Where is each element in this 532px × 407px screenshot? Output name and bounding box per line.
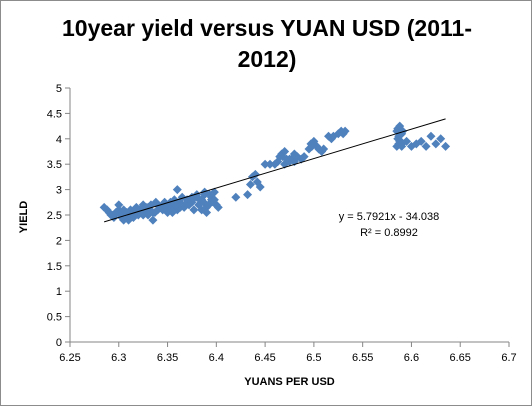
data-point	[431, 139, 441, 149]
data-point	[265, 159, 275, 169]
trendline-r-squared: R² = 0.8992	[360, 227, 418, 239]
x-tick-label: 6.5	[306, 352, 321, 364]
data-point	[143, 210, 153, 220]
y-tick-label: 0.5	[47, 312, 62, 324]
data-point	[280, 147, 290, 156]
data-point	[416, 136, 426, 146]
y-tick-label: 5	[56, 83, 62, 95]
y-tick-label: 2.5	[47, 210, 62, 222]
data-markers	[99, 121, 451, 225]
data-point	[195, 195, 205, 205]
data-point	[289, 149, 299, 159]
y-tick-label: 3	[56, 185, 62, 197]
y-axis-ticks: 0 0.5 1 1.5 2 2.5 3 3.5 4 4.5 5	[47, 83, 70, 349]
data-point	[245, 180, 255, 190]
chart-title-line-1: 10year yield versus YUAN USD (2011-	[62, 15, 472, 41]
y-tick-label: 4.5	[47, 108, 62, 120]
data-point	[299, 152, 309, 162]
y-tick-label: 2	[56, 235, 62, 247]
data-point	[426, 131, 436, 141]
x-tick-label: 6.35	[157, 352, 178, 364]
data-point	[255, 182, 265, 192]
x-tick-label: 6.7	[501, 352, 516, 364]
y-tick-label: 1	[56, 286, 62, 298]
data-point	[309, 139, 319, 149]
x-tick-label: 6.25	[59, 352, 80, 364]
data-point	[209, 195, 219, 205]
data-point	[124, 215, 134, 225]
x-tick-label: 6.45	[254, 352, 275, 364]
data-point	[117, 213, 127, 223]
data-point	[202, 207, 212, 217]
data-point	[213, 202, 223, 212]
trendline	[104, 118, 446, 223]
x-tick-label: 6.4	[209, 352, 224, 364]
data-point	[319, 144, 329, 154]
chart-title: 10year yield versus YUAN USD (2011- 2012…	[1, 13, 532, 75]
data-point	[421, 141, 431, 151]
data-point	[231, 192, 241, 202]
x-axis-title: YUANS PER USD	[244, 376, 335, 388]
x-tick-label: 6.65	[450, 352, 471, 364]
data-point	[395, 121, 405, 131]
data-point	[441, 141, 451, 151]
y-tick-label: 1.5	[47, 261, 62, 273]
data-point	[285, 154, 294, 164]
data-point	[436, 134, 446, 144]
data-point	[189, 205, 199, 215]
x-tick-label: 6.3	[111, 352, 126, 364]
data-point	[185, 197, 195, 207]
data-point	[112, 207, 122, 217]
x-tick-label: 6.55	[352, 352, 373, 364]
y-axis-title: YIELD	[18, 201, 30, 233]
y-tick-label: 3.5	[47, 159, 62, 171]
data-point	[209, 187, 219, 197]
trendline-equation: y = 5.7921x - 34.038	[339, 211, 440, 223]
data-point	[260, 159, 270, 169]
data-point	[397, 139, 407, 149]
y-tick-label: 0	[56, 337, 62, 349]
data-point	[167, 207, 177, 217]
chart-title-line-2: 2012)	[237, 46, 297, 72]
x-tick-label: 6.6	[404, 352, 419, 364]
y-tick-label: 4	[56, 134, 62, 146]
data-point	[151, 197, 161, 207]
data-point	[122, 207, 132, 217]
data-point	[200, 187, 210, 197]
data-point	[114, 200, 124, 210]
data-point	[148, 215, 158, 225]
data-point	[172, 185, 182, 195]
x-axis-ticks: 6.25 6.3 6.35 6.4 6.45 6.5 6.55 6.6 6.65 6.7	[59, 342, 517, 364]
data-point	[243, 190, 253, 200]
